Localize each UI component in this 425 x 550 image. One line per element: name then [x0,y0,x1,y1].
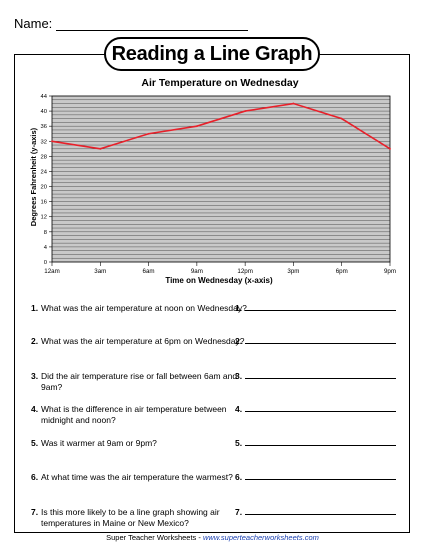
name-field[interactable] [56,30,248,31]
footer-url[interactable]: www.superteacherworksheets.com [202,533,319,542]
question-text: What was the air temperature at 6pm on W… [41,336,245,346]
x-tick-label: 12pm [237,268,252,275]
data-point [389,147,391,150]
y-tick-label: 32 [41,139,47,145]
question-number: 6. [31,472,39,482]
y-tick-label: 44 [41,94,48,100]
answer-number: 4. [235,404,243,414]
question-text: Did the air temperature rise or fall bet… [41,371,238,392]
x-tick-label: 6am [143,268,155,275]
x-tick-label: 3pm [287,268,299,275]
answer-line-2[interactable] [245,343,396,344]
data-point [292,102,295,105]
y-tick-label: 20 [41,185,47,191]
answer-number: 2. [235,336,243,346]
question-text: Is this more likely to be a line graph s… [41,507,220,528]
y-tick-label: 40 [41,109,47,115]
y-tick-label: 36 [41,124,47,130]
y-tick-label: 0 [44,260,47,266]
data-point [99,147,102,150]
answer-number: 7. [235,507,243,517]
answer-line-3[interactable] [245,378,396,379]
answer-line-4[interactable] [245,411,396,412]
answer-line-6[interactable] [245,479,396,480]
x-tick-label: 3am [94,268,106,275]
question-text: At what time was the air temperature the… [41,472,233,482]
answer-number: 3. [235,371,243,381]
line-chart: Air Temperature on Wednesday 0 4 8 12 16 20 24… [29,77,396,285]
y-axis-label: Degrees Fahrenheit (y-axis) [29,127,38,226]
x-tick-label: 9pm [384,268,396,275]
answer-line-1[interactable] [245,310,396,311]
answer-number: 6. [235,472,243,482]
y-tick-label: 8 [44,230,47,236]
answer-number: 1. [235,303,243,313]
footer-brand: Super Teacher Worksheets [106,533,197,542]
x-tick-label: 6pm [336,268,348,275]
x-axis-label: Time on Wednesday (x-axis) [165,276,273,285]
question-text: What was the air temperature at noon on … [41,303,247,313]
question-number: 5. [31,438,39,448]
worksheet-title: Reading a Line Graph [104,37,320,71]
temperature-series-line [51,102,391,150]
data-point [147,132,150,135]
question-number: 3. [31,371,39,381]
x-tick-label: 12am [44,268,59,275]
answer-number: 5. [235,438,243,448]
answer-line-7[interactable] [245,514,396,515]
question-text: Was it warmer at 9am or 9pm? [41,438,157,448]
question-number: 7. [31,507,39,517]
answer-line-5[interactable] [245,445,396,446]
data-point [195,125,198,128]
y-tick-label: 24 [41,169,48,175]
name-label: Name: [14,16,53,31]
question-number: 4. [31,404,39,414]
question-number: 2. [31,336,39,346]
question-number: 1. [31,303,39,313]
y-tick-label: 4 [44,245,48,251]
y-tick-label: 28 [41,154,47,160]
question-text: What is the difference in air temperatur… [41,404,227,425]
data-point [340,117,343,120]
y-tick-label: 16 [41,200,47,206]
chart-title: Air Temperature on Wednesday [141,77,298,89]
x-tick-label: 9am [191,268,203,275]
footer: Super Teacher Worksheets - www.superteac… [0,533,425,542]
y-tick-label: 12 [41,215,47,221]
data-point [244,110,247,112]
footer-separator: - [196,533,203,542]
data-point [51,140,53,143]
